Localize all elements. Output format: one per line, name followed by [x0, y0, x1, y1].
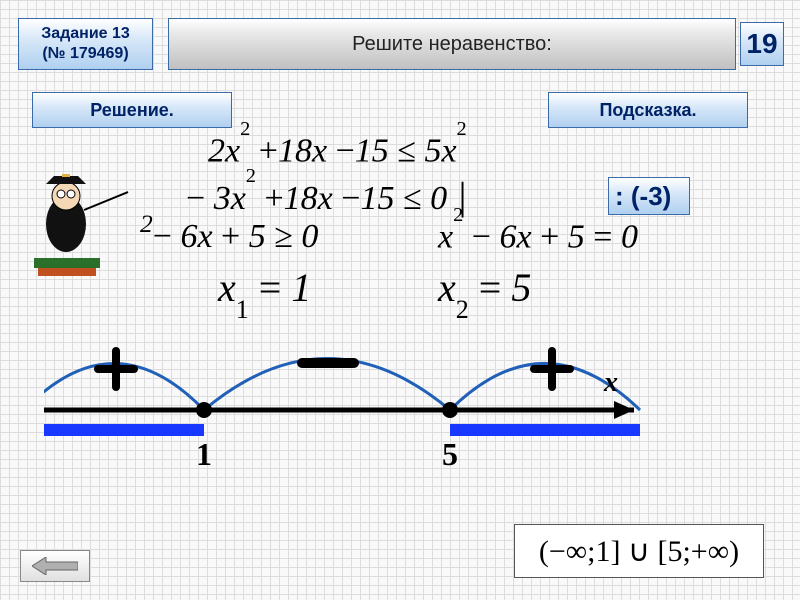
divide-label: : (-3): [615, 181, 671, 212]
equation-4: x2 − 6x + 5 = 0: [438, 218, 638, 256]
answer-box: (−∞;1] ∪ [5;+∞): [514, 524, 764, 578]
back-button[interactable]: [20, 550, 90, 582]
root-1: x1 = 1: [218, 264, 311, 317]
svg-text:5: 5: [442, 436, 458, 472]
task-line1: Задание 13: [41, 24, 130, 44]
divide-box: : (-3): [608, 177, 690, 215]
svg-text:1: 1: [196, 436, 212, 472]
professor-figure: [22, 168, 130, 286]
number-line-diagram: x 1 5: [44, 325, 660, 475]
root-2: x2 = 5: [438, 264, 531, 317]
equation-3: 2− 6x + 5 ≥ 0: [140, 218, 318, 256]
hint-label: Подсказка.: [599, 100, 696, 121]
answer-text: (−∞;1] ∪ [5;+∞): [539, 534, 739, 569]
task-box: Задание 13 (№ 179469): [18, 18, 153, 70]
solution-label: Решение.: [90, 100, 174, 121]
equation-2: − 3x2 +18x −15 ≤ 0 |: [186, 174, 469, 219]
back-arrow-icon: [32, 557, 78, 575]
answer-number-box: 19: [740, 22, 784, 66]
solution-button[interactable]: Решение.: [32, 92, 232, 128]
answer-number: 19: [746, 28, 777, 60]
hint-button[interactable]: Подсказка.: [548, 92, 748, 128]
title-text: Решите неравенство:: [352, 33, 552, 56]
svg-text:x: x: [603, 367, 618, 398]
title-box: Решите неравенство:: [168, 18, 736, 70]
task-line2: (№ 179469): [42, 44, 128, 64]
